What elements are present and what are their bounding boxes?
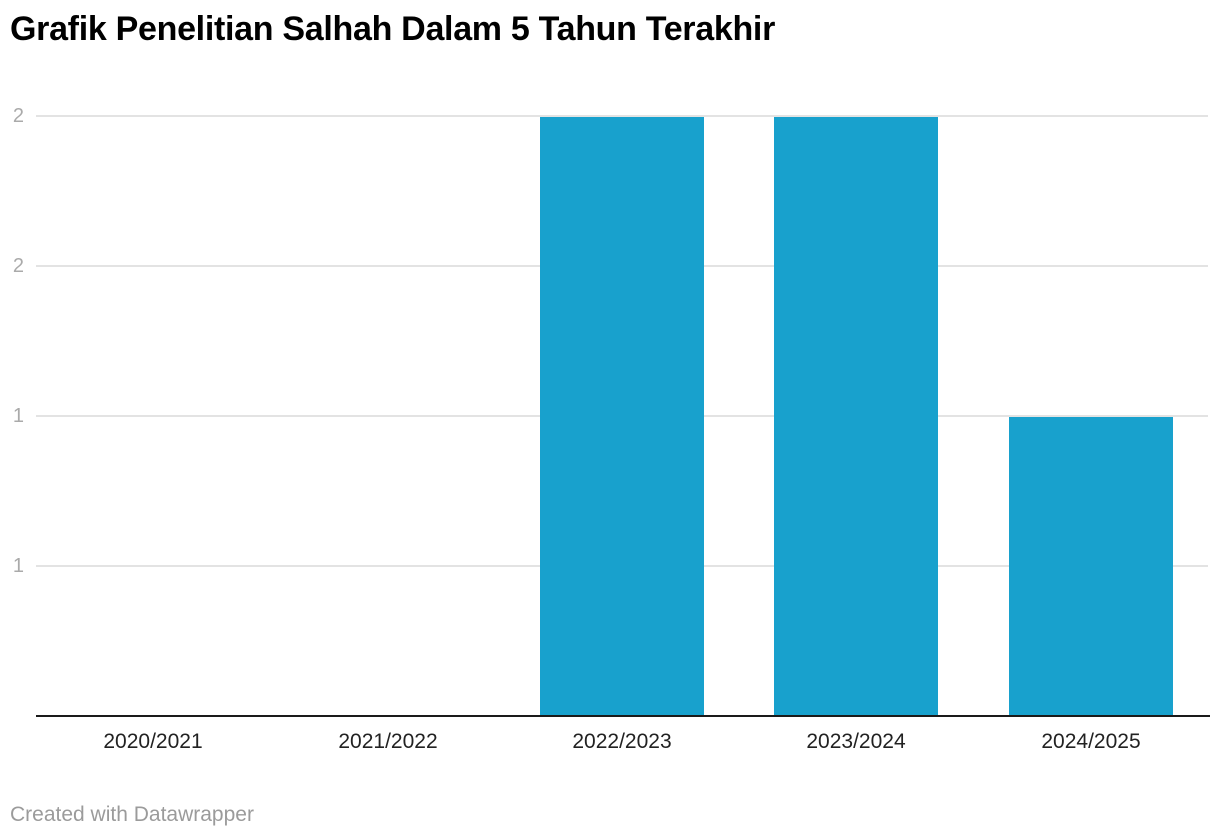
x-axis-label: 2024/2025 xyxy=(1041,730,1141,753)
x-axis-label: 2020/2021 xyxy=(103,730,203,753)
y-gridline xyxy=(36,115,1208,117)
x-axis-baseline xyxy=(36,715,1210,717)
x-axis-label: 2021/2022 xyxy=(338,730,438,753)
y-axis-tick-label: 2 xyxy=(12,105,24,127)
attribution-text: Created with Datawrapper xyxy=(10,803,254,826)
y-axis-tick-label: 2 xyxy=(12,255,24,277)
bar-2022-2023 xyxy=(540,117,704,716)
x-axis-label: 2023/2024 xyxy=(806,730,906,753)
bar-2024-2025 xyxy=(1009,417,1173,716)
y-axis-tick-label: 1 xyxy=(12,555,24,577)
x-axis-label: 2022/2023 xyxy=(572,730,672,753)
bar-2023-2024 xyxy=(774,117,938,716)
y-axis-tick-label: 1 xyxy=(12,405,24,427)
chart-title: Grafik Penelitian Salhah Dalam 5 Tahun T… xyxy=(10,10,775,48)
